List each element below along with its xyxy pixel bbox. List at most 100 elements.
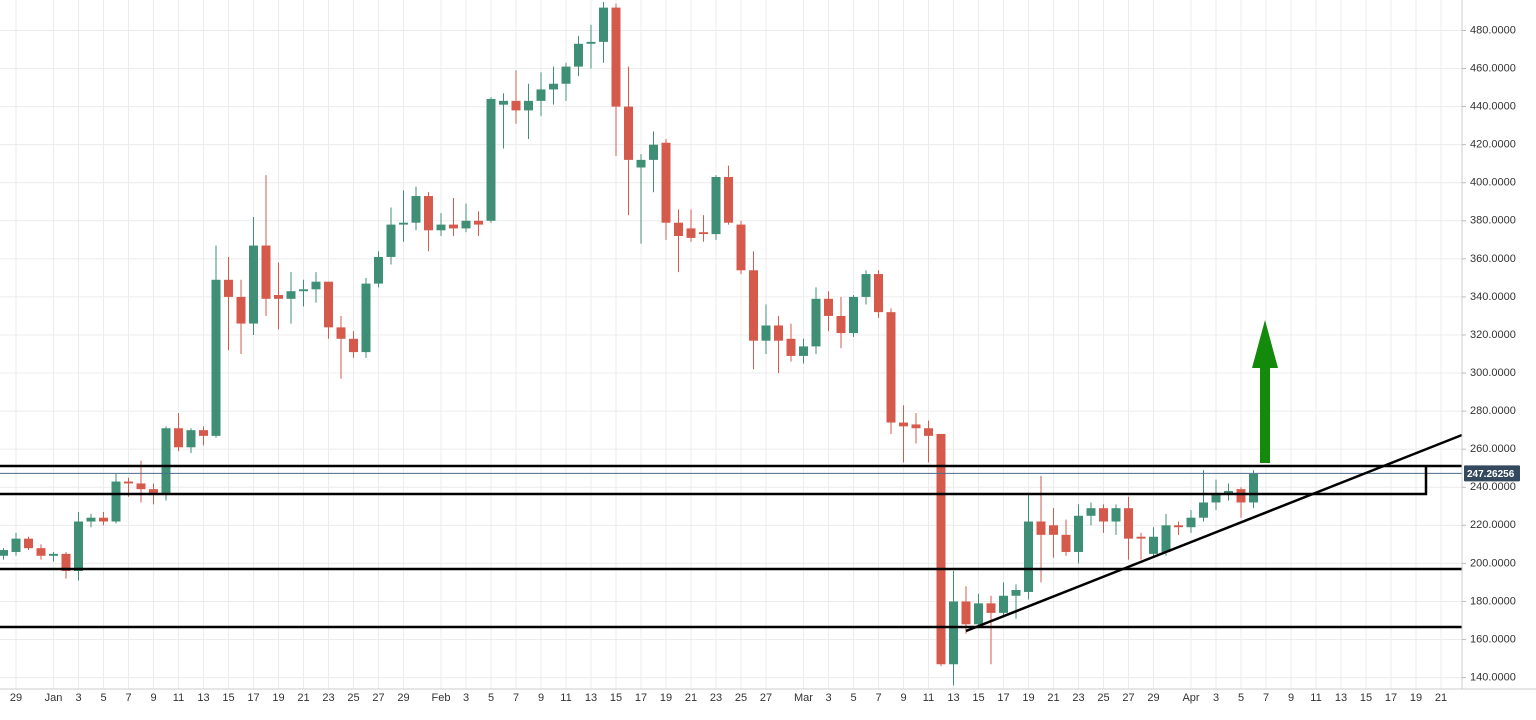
- x-tick-label: 21: [1047, 692, 1059, 704]
- candles: [0, 1, 1462, 686]
- x-tick-label: 15: [972, 692, 984, 704]
- x-tick-label: 5: [100, 692, 106, 704]
- y-tick-label: 440.0000: [1470, 100, 1516, 112]
- x-tick-label: 15: [222, 692, 234, 704]
- candle-body: [836, 315, 846, 334]
- candle-body: [799, 346, 808, 356]
- y-tick-label: 480.0000: [1470, 24, 1516, 36]
- candle-body: [686, 228, 696, 238]
- candle-body: [886, 312, 896, 423]
- candle-body: [1161, 525, 1171, 552]
- candle-body: [1124, 508, 1133, 539]
- candle-body: [174, 428, 183, 448]
- candle-body: [574, 43, 583, 67]
- candle-body: [1186, 517, 1196, 528]
- candle-body: [811, 298, 821, 347]
- candle-body: [11, 538, 21, 552]
- candle-body: [1036, 521, 1046, 535]
- x-tick-label: 29: [397, 692, 409, 704]
- x-tick-label: Jan: [45, 692, 63, 704]
- candle-body: [1061, 534, 1071, 552]
- last-price-label: 247.26256: [1467, 469, 1515, 480]
- x-tick-label: 25: [1097, 692, 1109, 704]
- y-tick-label: 400.0000: [1470, 177, 1516, 189]
- candle-body: [74, 521, 83, 571]
- y-tick-label: 380.0000: [1470, 215, 1516, 227]
- x-tick-label: 29: [10, 692, 22, 704]
- x-tick-label: 19: [660, 692, 672, 704]
- y-tick-label: 180.0000: [1470, 595, 1516, 607]
- candle-body: [1136, 536, 1146, 539]
- candle-body: [424, 196, 433, 231]
- candle-body: [1074, 515, 1083, 552]
- x-tick-label: 19: [1410, 692, 1422, 704]
- candle-body: [649, 144, 658, 160]
- candle-body: [436, 224, 446, 231]
- candle-body: [386, 224, 396, 257]
- candle-body: [874, 274, 883, 313]
- trend-line: [965, 433, 1463, 633]
- x-tick-label: 27: [1122, 692, 1134, 704]
- x-tick-label: 9: [1288, 692, 1294, 704]
- x-tick-label: 11: [923, 692, 934, 704]
- candle-body: [524, 100, 533, 111]
- candle-body: [499, 100, 508, 105]
- x-tick-label: 15: [610, 692, 622, 704]
- candle-body: [536, 89, 546, 101]
- candle-body: [611, 7, 621, 107]
- candle-body: [549, 83, 558, 90]
- candle-body: [461, 220, 471, 229]
- x-tick-label: 23: [710, 692, 722, 704]
- candle-body: [236, 296, 246, 324]
- x-tick-label: 9: [900, 692, 906, 704]
- candle-body: [211, 279, 221, 436]
- y-tick-label: 320.0000: [1470, 329, 1516, 341]
- candle-body: [1049, 525, 1058, 535]
- x-tick-label: 5: [850, 692, 856, 704]
- x-tick-label: 7: [513, 692, 519, 704]
- candle-body: [824, 298, 833, 316]
- x-tick-label: 13: [197, 692, 209, 704]
- x-tick-label: 11: [1310, 692, 1321, 704]
- candle-body: [311, 281, 321, 290]
- candle-body: [411, 196, 421, 223]
- x-tick-label: 3: [1213, 692, 1219, 704]
- x-tick-label: 5: [488, 692, 494, 704]
- up-arrow: [1252, 320, 1278, 463]
- candle-body: [374, 256, 383, 284]
- x-tick-label: 13: [947, 692, 959, 704]
- candle-body: [449, 224, 458, 229]
- candle-body: [1099, 508, 1108, 522]
- candle-body: [486, 98, 496, 221]
- candle-body: [1236, 489, 1246, 503]
- candle-body: [936, 433, 946, 665]
- y-tick-label: 200.0000: [1470, 557, 1516, 569]
- x-tick-label: 7: [125, 692, 131, 704]
- candle-body: [899, 422, 908, 427]
- x-tick-label: 15: [1360, 692, 1372, 704]
- x-tick-label: Mar: [794, 692, 813, 704]
- candle-body: [749, 270, 758, 341]
- candle-body: [561, 66, 571, 84]
- candle-body: [774, 325, 783, 341]
- x-tick-label: 23: [1072, 692, 1084, 704]
- candle-body: [286, 291, 296, 299]
- candle-body: [786, 338, 796, 356]
- candle-body: [361, 283, 371, 353]
- candle-body: [349, 338, 358, 353]
- y-tick-label: 340.0000: [1470, 291, 1516, 303]
- y-tick-label: 360.0000: [1470, 253, 1516, 265]
- candle-body: [49, 553, 58, 556]
- candle-body: [24, 538, 33, 549]
- candle-body: [1111, 508, 1121, 522]
- candle-body: [61, 553, 71, 571]
- candle-body: [336, 327, 346, 339]
- candle-body: [124, 481, 133, 484]
- y-tick-label: 260.0000: [1470, 443, 1516, 455]
- candle-body: [161, 428, 171, 493]
- x-tick-label: 7: [1263, 692, 1269, 704]
- x-tick-label: 3: [825, 692, 831, 704]
- candle-body: [1024, 521, 1033, 592]
- x-tick-label: 21: [297, 692, 309, 704]
